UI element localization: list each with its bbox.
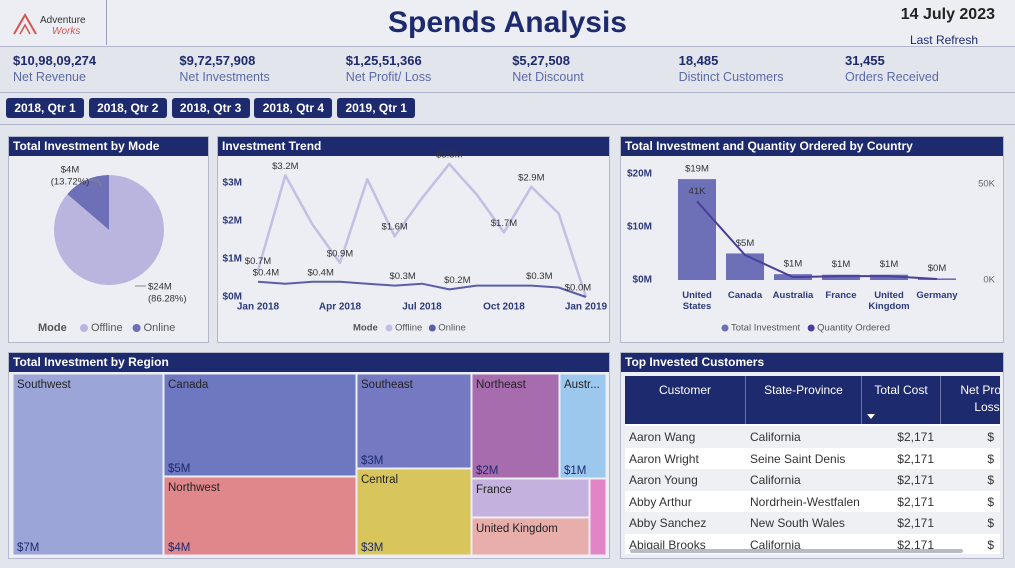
x-tick-label: France <box>825 290 857 301</box>
table-row <box>625 533 1000 554</box>
table-row <box>625 447 1000 469</box>
logo-text: Adventure <box>40 15 86 26</box>
table: Customer State-Province Total Cost Net Prof… <box>625 376 1000 554</box>
page-title: Spends Analysis <box>388 6 627 39</box>
table-cell: Abby Sanchez <box>629 516 707 530</box>
kpi-label: Net Discount <box>512 70 584 84</box>
panel: Total Investment by Mode <box>8 136 209 343</box>
table-cell: $ <box>987 494 994 509</box>
kpi-label: Net Investments <box>179 70 270 84</box>
panel: Total Investment by Region <box>8 352 610 559</box>
header-text: State-Province <box>764 383 843 397</box>
table-cell: Aaron Wang <box>629 430 696 444</box>
filter-button[interactable]: 2019, Qtr 1 <box>337 98 416 118</box>
header-text: Customer <box>658 383 711 397</box>
table-cell: Seine Saint Denis <box>750 451 846 466</box>
column-divider <box>940 376 941 424</box>
table-cell: Aaron Young <box>629 473 698 487</box>
table-cell: $ <box>987 537 994 552</box>
panel: Investment Trend <box>217 136 610 343</box>
table-cell: $2,171 <box>897 473 934 487</box>
table-cell: $ <box>987 430 994 444</box>
x-tick-label: Canada <box>727 290 763 301</box>
table-cell: $ <box>987 473 994 487</box>
filter-button[interactable]: 2018, Qtr 3 <box>171 98 250 118</box>
header-text: Net Profit/ Loss <box>960 383 1000 414</box>
logo-text: Works <box>52 26 81 37</box>
refresh-date: 14 July 2023 <box>900 6 995 23</box>
scrollbar <box>630 549 963 553</box>
filter-button[interactable]: 2018, Qtr 1 <box>6 98 84 118</box>
table-row <box>625 512 1000 534</box>
x-tick-label: United Kingdom <box>868 290 910 312</box>
kpi-label: Net Revenue <box>13 70 86 84</box>
table-row <box>625 490 1000 512</box>
table-cell: Aaron Wright <box>629 451 699 466</box>
kpi-label: Net Profit/ Loss <box>345 70 432 84</box>
table-cell: $ <box>987 451 994 466</box>
x-tick-label: Germany <box>916 290 958 301</box>
table-cell: Nordrhein-Westfalen <box>750 494 860 509</box>
kpi-strip <box>0 46 1015 93</box>
column-divider <box>745 376 746 424</box>
kpi-value: $9,72,57,908 <box>179 53 256 68</box>
logo-box <box>0 0 107 45</box>
x-tick-label: Australia <box>772 290 814 301</box>
table-cell: Abby Arthur <box>629 494 692 509</box>
header-cell: Total Cost <box>862 382 940 422</box>
header-cell: State-Province <box>746 382 861 422</box>
logo-icon <box>13 13 37 35</box>
kpi-value: $5,27,508 <box>512 53 571 68</box>
table-cell: New South Wales <box>750 516 845 530</box>
table-cell: $2,171 <box>897 451 934 466</box>
panel-title: Investment Trend <box>218 137 609 156</box>
table-cell: $2,171 <box>897 537 934 552</box>
top-bar <box>0 0 1015 47</box>
table-cell: $2,171 <box>897 430 934 444</box>
header-text: Total Cost <box>874 383 928 397</box>
table-row <box>625 426 1000 448</box>
filter-button[interactable]: 2018, Qtr 2 <box>88 98 167 118</box>
table-cell: California <box>750 430 801 444</box>
table-row <box>625 469 1000 491</box>
panel-title: Top Invested Customers <box>621 353 1003 372</box>
filter-strip <box>0 124 1015 125</box>
kpi-value: $10,98,09,274 <box>13 53 97 68</box>
header-cell: Net Profit/ Loss <box>941 382 1000 422</box>
refresh-label: Last Refresh <box>909 33 978 47</box>
column-divider <box>861 376 862 424</box>
table-header <box>625 376 1000 424</box>
panel-title: Total Investment by Mode <box>9 137 208 156</box>
kpi-label: Distinct Customers <box>678 70 784 84</box>
header-cell: Customer <box>625 382 745 422</box>
table-cell: California <box>750 537 801 552</box>
table-cell: $2,171 <box>897 516 934 530</box>
kpi-label: Orders Received <box>845 70 939 84</box>
sort-arrow <box>867 414 875 419</box>
kpi-value: 18,485 <box>678 53 719 68</box>
panel-title: Total Investment and Quantity Ordered by… <box>621 137 1003 156</box>
kpi-value: 31,455 <box>845 53 885 68</box>
table-cell: California <box>750 473 801 487</box>
x-tick-label: United States <box>682 290 712 312</box>
kpi-value: $1,25,51,366 <box>345 53 422 68</box>
table-cell: $ <box>987 516 994 530</box>
table-cell: $2,171 <box>897 494 934 509</box>
filter-button[interactable]: 2018, Qtr 4 <box>254 98 333 118</box>
panel-title: Total Investment by Region <box>9 353 609 372</box>
table-cell: Abigail Brooks <box>629 537 706 552</box>
